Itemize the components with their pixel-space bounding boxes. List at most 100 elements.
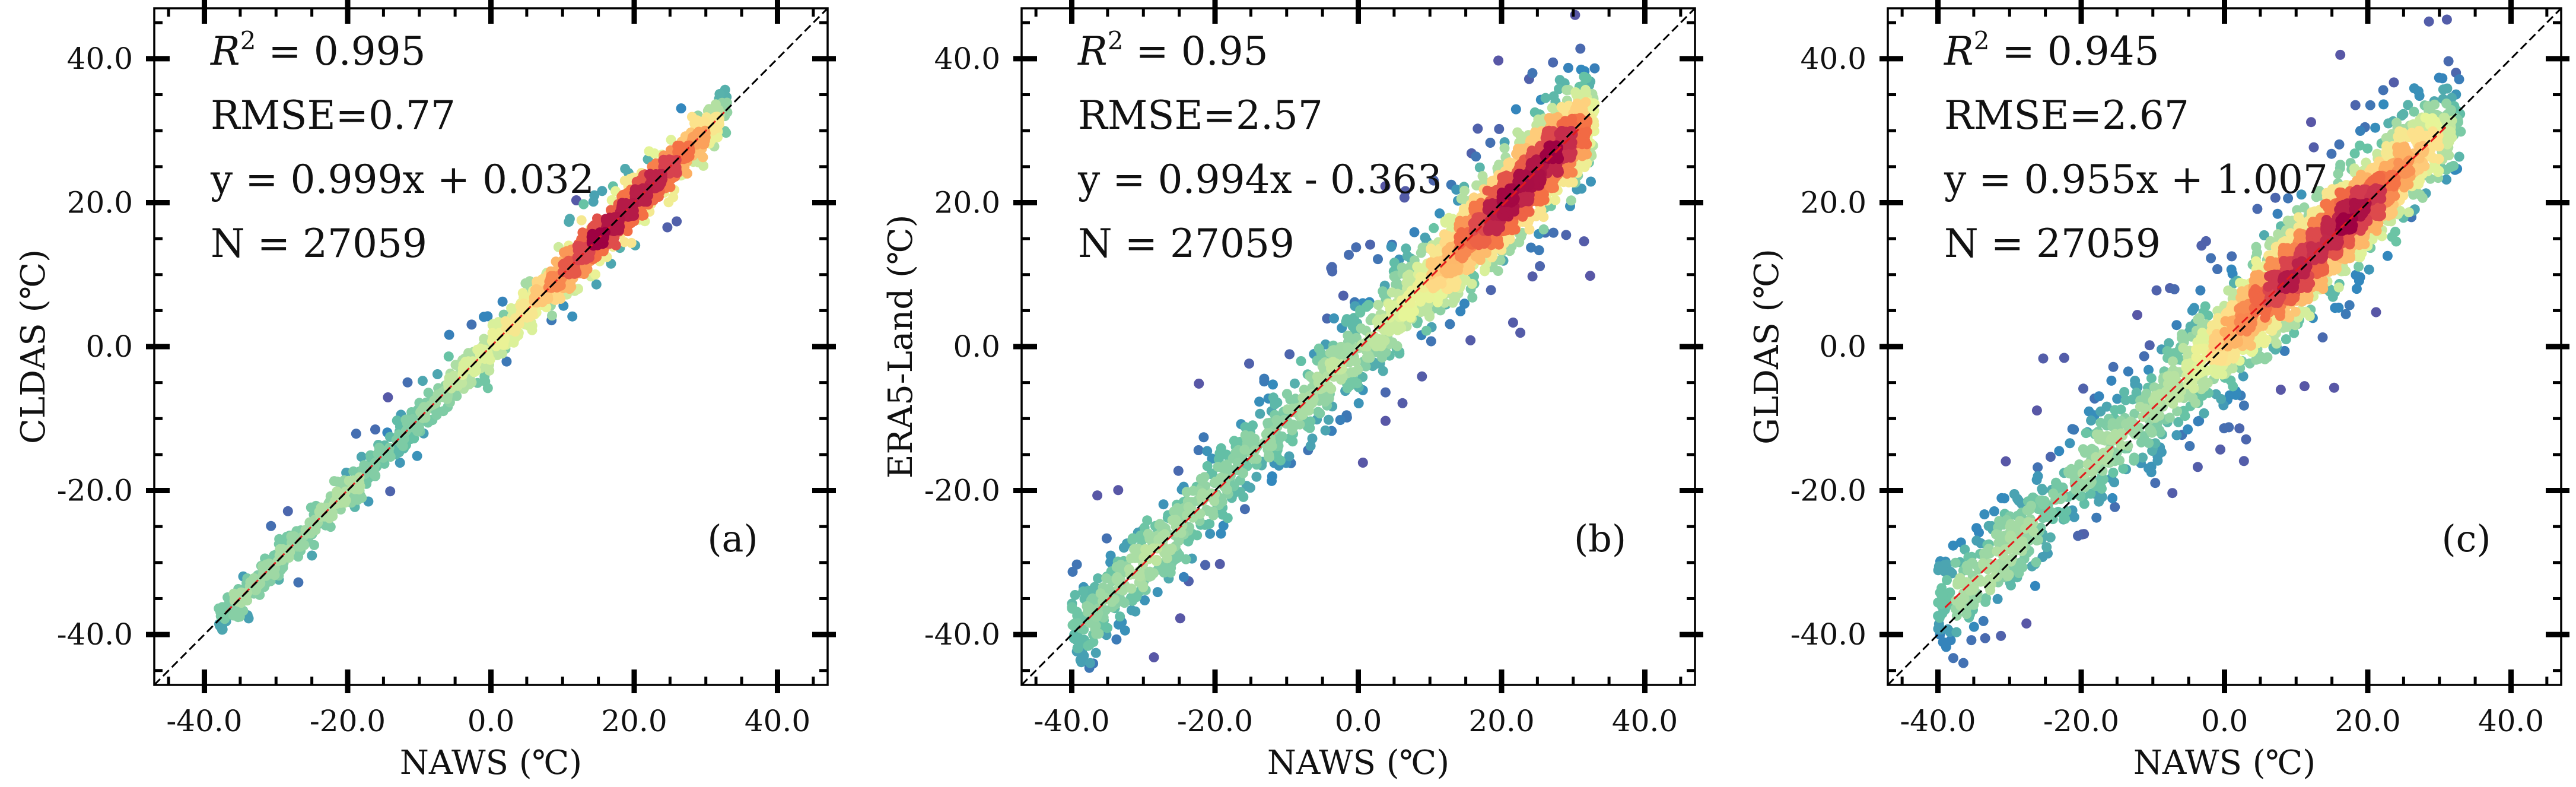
data-point [1231, 447, 1242, 458]
data-point [2340, 309, 2351, 319]
data-point [1508, 318, 1518, 328]
data-point [1239, 504, 1250, 515]
data-point [1341, 316, 1351, 327]
data-point [1576, 183, 1587, 194]
data-point [2308, 142, 2319, 153]
x-tick-label: 40.0 [745, 704, 810, 738]
data-point [578, 199, 589, 210]
data-point [466, 319, 477, 330]
r2-exponent: 2 [240, 26, 256, 55]
data-point [1495, 255, 1506, 265]
data-point [1264, 440, 1274, 450]
data-point [1207, 506, 1218, 517]
data-point [2033, 462, 2043, 472]
data-point [1232, 458, 1243, 468]
data-point [476, 348, 486, 358]
data-point [1335, 415, 1346, 426]
data-point [332, 477, 342, 487]
data-point [1194, 378, 1204, 389]
data-point [1217, 509, 1228, 520]
data-point [2227, 251, 2237, 262]
data-point [1284, 349, 1295, 360]
data-point [1548, 227, 1559, 238]
data-point [2150, 478, 2161, 488]
data-point [1299, 401, 1309, 412]
data-point [523, 320, 534, 331]
data-point [1404, 269, 1415, 280]
x-tick-label: 20.0 [601, 704, 667, 738]
data-point [1255, 408, 1265, 419]
panel-label: (b) [1574, 517, 1626, 560]
y-tick-label: 40.0 [67, 42, 133, 76]
data-point [480, 376, 491, 387]
data-point [1521, 196, 1531, 207]
data-point [417, 376, 428, 386]
data-point [1538, 195, 1549, 205]
data-point [626, 237, 637, 248]
data-point [1429, 175, 1439, 186]
data-point [1526, 242, 1537, 253]
data-point [1384, 326, 1395, 337]
r2-symbol: R [1077, 28, 1108, 74]
data-point [449, 370, 459, 381]
data-point [1473, 123, 1483, 134]
data-point [1202, 446, 1213, 456]
data-point [590, 269, 600, 280]
data-point [1380, 387, 1391, 398]
data-point [2215, 444, 2225, 455]
data-point [2241, 434, 2251, 445]
data-point [1130, 606, 1141, 617]
data-point [1149, 652, 1159, 662]
data-point [1566, 139, 1576, 150]
data-point [622, 226, 633, 237]
data-point [1459, 299, 1470, 309]
data-point [2350, 100, 2361, 110]
data-point [1373, 254, 1383, 265]
y-tick-label: -40.0 [924, 617, 1000, 652]
data-point [1239, 445, 1250, 455]
data-point [1111, 634, 1122, 645]
data-point [564, 284, 575, 294]
data-point [1138, 552, 1149, 563]
x-axis-label: NAWS (℃) [1267, 744, 1449, 782]
data-point [1120, 625, 1130, 636]
data-point [284, 553, 294, 563]
data-point [1289, 378, 1300, 389]
data-point [1567, 113, 1578, 124]
data-point [597, 186, 608, 196]
data-point [2021, 618, 2032, 629]
data-point [1486, 285, 1496, 296]
data-point [1485, 138, 1496, 148]
data-point [1320, 396, 1330, 407]
data-point [1338, 290, 1349, 301]
data-point [2059, 353, 2069, 363]
data-point [463, 356, 473, 367]
data-point [249, 582, 259, 592]
data-point [1174, 550, 1185, 560]
data-point [1200, 560, 1210, 570]
x-tick-label: -40.0 [1033, 704, 1109, 738]
data-point [1477, 171, 1488, 182]
fit-line [1078, 126, 1581, 629]
data-point [1546, 183, 1557, 193]
data-point [694, 135, 705, 145]
data-point [2067, 424, 2078, 434]
data-point [670, 160, 681, 170]
data-point [1458, 207, 1469, 217]
data-point [1216, 528, 1226, 539]
x-tick-label: -20.0 [1177, 704, 1253, 738]
data-point [1580, 127, 1591, 138]
data-point [1429, 223, 1439, 233]
data-point [500, 333, 510, 344]
data-point [1527, 68, 1538, 78]
data-point [2252, 204, 2263, 214]
data-point [1549, 141, 1560, 152]
data-point [1554, 167, 1564, 177]
data-point [1948, 653, 1958, 664]
data-point [2335, 49, 2346, 60]
data-point [1197, 496, 1208, 507]
data-point [1554, 84, 1564, 94]
data-point [1378, 366, 1388, 376]
data-point [1343, 330, 1353, 341]
data-point [1101, 573, 1112, 583]
